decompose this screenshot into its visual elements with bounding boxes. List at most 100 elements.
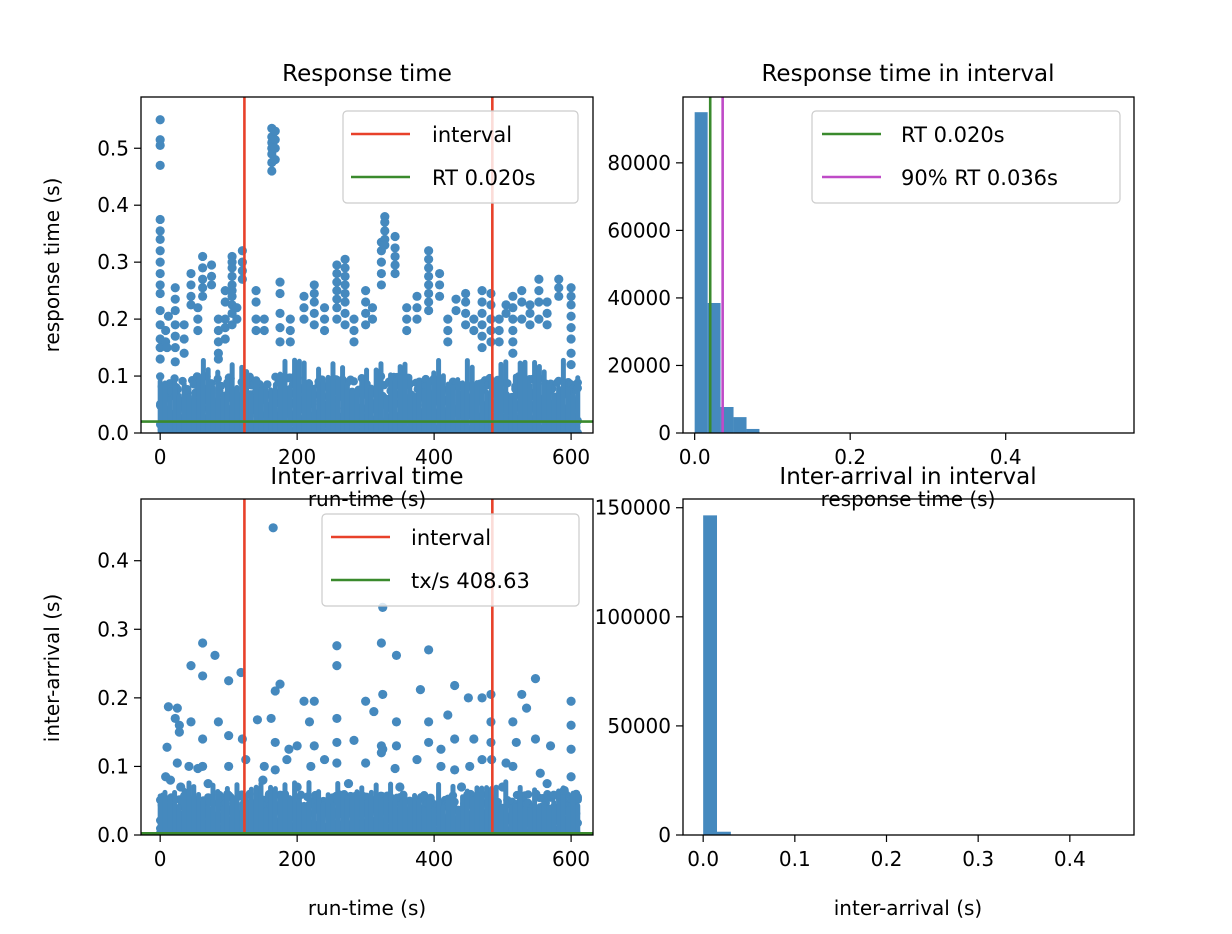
legend-rt-label: RT 0.020s: [901, 123, 1005, 147]
inter-arrival-histogram-panel: Inter-arrival in interval 0.0 0.1 0.2 0.3 0.…: [595, 464, 1135, 920]
scatter-point: [170, 320, 180, 330]
inter-arrival-ylabel: inter-arrival (s): [40, 594, 64, 742]
scatter-point: [179, 334, 189, 344]
scatter-point: [477, 297, 487, 307]
scatter-point: [545, 741, 556, 751]
scatter-point: [395, 782, 405, 792]
scatter-point: [378, 689, 388, 700]
scatter-point: [461, 288, 471, 299]
scatter-point: [412, 754, 422, 765]
scatter-point: [155, 115, 165, 125]
scatter-point: [163, 311, 173, 321]
scatter-point: [566, 311, 576, 321]
scatter-point: [412, 303, 422, 313]
scatter-point: [198, 761, 208, 772]
y-tick-label: 0.0: [97, 823, 129, 847]
scatter-point: [162, 742, 172, 752]
scatter-point: [361, 320, 371, 330]
scatter-point: [554, 376, 563, 386]
scatter-point: [390, 243, 400, 253]
scatter-point: [461, 308, 471, 319]
scatter-point: [424, 717, 434, 727]
scatter-point: [340, 271, 350, 281]
scatter-point: [155, 372, 165, 381]
y-tick-label: 40000: [607, 286, 671, 310]
scatter-point: [461, 320, 471, 330]
scatter-point: [486, 300, 496, 310]
y-tick-label: 0.1: [97, 364, 129, 388]
scatter-point: [508, 314, 518, 324]
scatter-point: [170, 294, 180, 304]
response-time-legend: interval RT 0.020s: [342, 110, 579, 204]
scatter-point: [367, 314, 378, 324]
y-tick-label: 150000: [595, 496, 671, 520]
scatter-point: [402, 314, 412, 324]
scatter-point: [270, 126, 280, 136]
scatter-point: [469, 734, 479, 744]
scatter-point: [155, 320, 165, 330]
scatter-point: [299, 303, 309, 313]
scatter-point: [241, 754, 251, 765]
scatter-point: [161, 325, 171, 336]
scatter-point: [309, 308, 319, 319]
scatter-point: [251, 286, 261, 296]
scatter-point: [332, 314, 342, 324]
scatter-point: [517, 689, 527, 700]
scatter-point: [319, 314, 330, 324]
scatter-point: [508, 717, 518, 727]
histogram-bar: [703, 515, 718, 835]
histogram-bar: [717, 831, 731, 835]
x-tick-label: 0: [154, 445, 167, 469]
scatter-point: [275, 323, 285, 333]
scatter-point: [477, 754, 487, 765]
scatter-point: [380, 217, 390, 227]
scatter-point: [309, 297, 319, 307]
scatter-point: [340, 263, 350, 273]
scatter-point: [436, 761, 446, 772]
dense-point-band: [155, 357, 582, 433]
scatter-point: [206, 280, 217, 290]
scatter-point: [263, 380, 272, 389]
scatter-point: [186, 280, 196, 290]
response-time-ticks: 0 200 400 600 0.0 0.1 0.2 0.3 0.4 0.5: [97, 136, 590, 469]
inter-arrival-hist-ticks: 0.0 0.1 0.2 0.3 0.4 0 50000 100000 150000: [595, 496, 1086, 871]
scatter-point: [299, 291, 309, 301]
scatter-point: [349, 337, 359, 347]
scatter-point: [340, 254, 350, 264]
scatter-point: [525, 308, 535, 319]
inter-arrival-legend: interval tx/s 408.63: [321, 513, 580, 607]
scatter-point: [213, 354, 223, 364]
scatter-point: [450, 680, 460, 691]
scatter-point: [206, 260, 217, 270]
scatter-point: [186, 291, 196, 301]
scatter-point: [424, 254, 434, 264]
scatter-point: [554, 274, 564, 284]
scatter-point: [412, 291, 422, 301]
scatter-point: [155, 268, 165, 279]
scatter-point: [508, 303, 518, 313]
scatter-point: [282, 754, 292, 765]
scatter-point: [155, 280, 165, 290]
scatter-point: [224, 730, 234, 741]
scatter-point: [367, 303, 378, 313]
scatter-point: [252, 715, 263, 725]
scatter-point: [285, 325, 295, 336]
y-tick-label: 0.5: [97, 136, 129, 160]
scatter-point: [361, 758, 371, 768]
scatter-point: [443, 337, 453, 347]
scatter-point: [376, 257, 386, 267]
scatter-point: [530, 734, 541, 744]
scatter-point: [469, 314, 479, 324]
scatter-point: [155, 257, 165, 267]
scatter-point: [566, 283, 576, 293]
scatter-point: [227, 271, 237, 281]
scatter-point: [292, 741, 302, 751]
y-tick-label: 60000: [607, 218, 671, 242]
scatter-point: [155, 160, 165, 170]
y-tick-label: 0.2: [97, 686, 129, 710]
scatter-point: [477, 331, 487, 341]
scatter-point: [184, 761, 194, 772]
x-tick-label: 0.2: [871, 847, 903, 871]
scatter-point: [332, 277, 342, 287]
